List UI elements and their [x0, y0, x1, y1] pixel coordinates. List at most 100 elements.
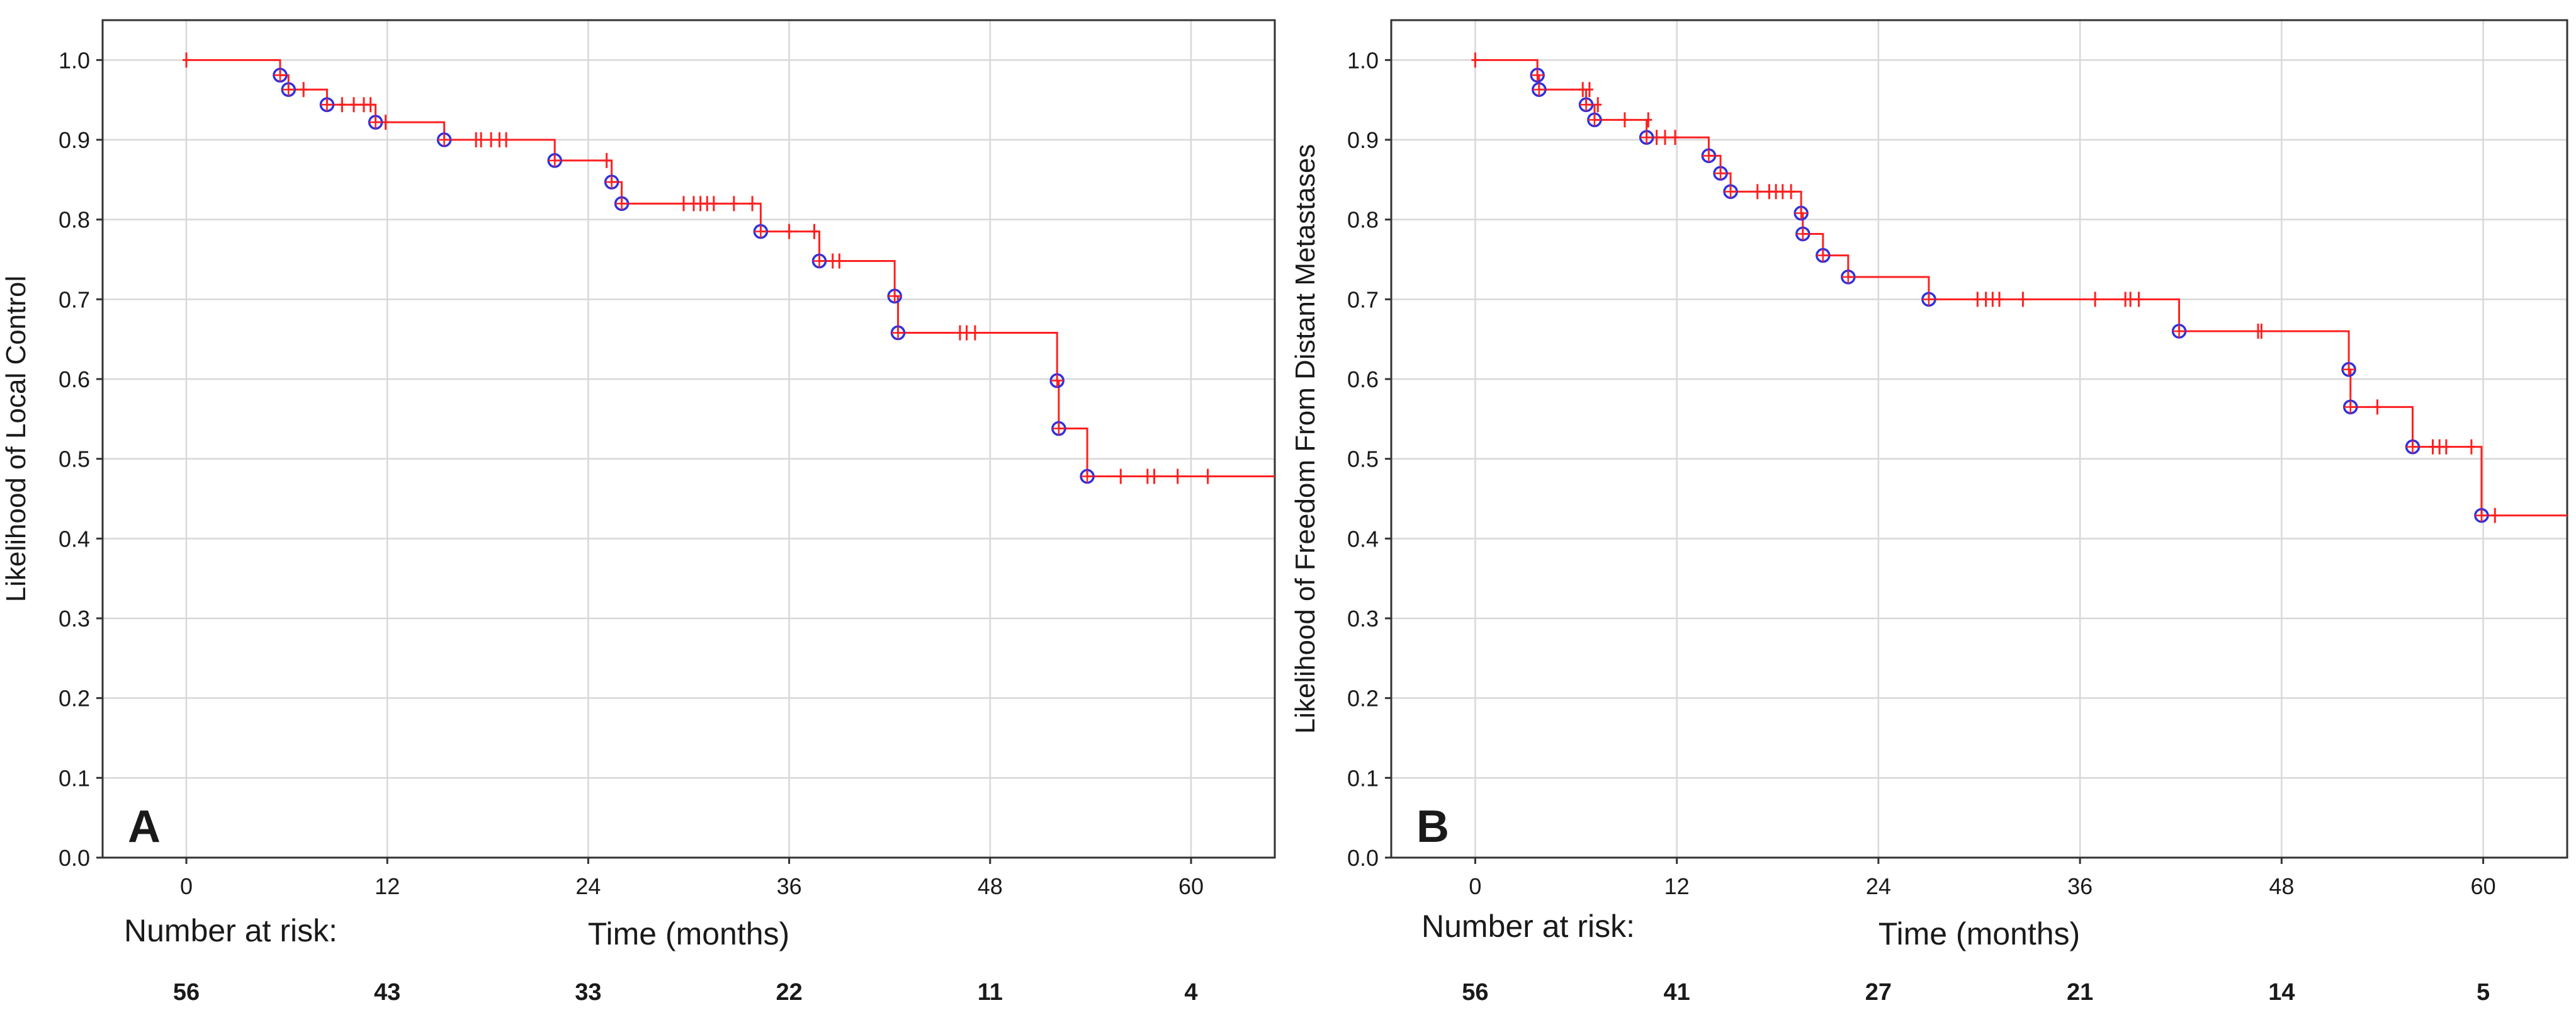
y-tick-label: 0.8: [1347, 207, 1379, 233]
event-marker: [1532, 82, 1547, 97]
censor-mark: [1661, 130, 1669, 145]
censor-mark: [183, 52, 190, 68]
y-tick-label: 0.2: [59, 686, 90, 712]
censor-mark: [1117, 468, 1125, 484]
event-marker: [2341, 362, 2356, 377]
censor-mark: [1585, 82, 1593, 98]
risk-count: 41: [1664, 979, 1690, 1006]
event-marker: [1841, 270, 1856, 285]
censor-mark: [709, 196, 718, 212]
y-tick-label: 0.4: [1347, 526, 1379, 552]
censor-mark: [828, 253, 837, 269]
censor-mark: [1787, 184, 1795, 200]
censor-mark: [1772, 184, 1780, 200]
censor-mark: [338, 97, 346, 113]
censor-mark: [956, 325, 964, 341]
panel-letter: A: [128, 802, 161, 852]
censor-mark: [381, 115, 390, 130]
censor-mark: [1765, 184, 1773, 200]
y-tick-label: 0.0: [1347, 845, 1379, 871]
censor-mark: [1579, 82, 1587, 98]
x-tick-label: 24: [1866, 873, 1891, 899]
event-marker: [1701, 148, 1717, 164]
risk-count: 33: [575, 979, 601, 1006]
censor-mark: [2467, 439, 2475, 455]
x-tick-label: 36: [2067, 873, 2093, 899]
censor-mark: [703, 196, 711, 212]
censor-mark: [2019, 292, 2027, 307]
event-marker: [1816, 247, 1831, 263]
censor-mark: [1671, 130, 1679, 145]
y-tick-label: 0.7: [1347, 287, 1379, 312]
censor-mark: [359, 97, 368, 113]
censor-mark: [366, 97, 375, 113]
censor-mark: [1644, 112, 1652, 128]
censor-mark: [2257, 324, 2266, 339]
plot-frame: [1390, 19, 2568, 859]
censor-mark: [2442, 439, 2450, 455]
x-tick-label: 36: [777, 873, 802, 899]
censor-mark: [785, 224, 793, 239]
x-tick-label: 12: [375, 873, 400, 899]
censor-mark: [1204, 468, 1212, 484]
censor-mark: [696, 196, 704, 212]
risk-table-title: Number at risk:: [1421, 909, 1635, 944]
y-tick-label: 0.5: [59, 446, 90, 472]
y-tick-label: 0.6: [1347, 366, 1379, 392]
event-marker: [890, 325, 906, 341]
censor-mark: [835, 253, 844, 269]
censor-mark: [1150, 468, 1158, 484]
censor-mark: [730, 196, 738, 212]
censor-mark: [495, 132, 504, 147]
event-marker: [1723, 184, 1738, 200]
survival-curve: [186, 59, 1275, 478]
censor-mark: [1620, 112, 1629, 128]
censor-mark: [1778, 184, 1787, 200]
x-tick-label: 24: [575, 873, 601, 899]
censor-mark: [2436, 439, 2444, 455]
event-marker: [2405, 439, 2421, 455]
y-tick-label: 0.9: [1347, 127, 1379, 153]
event-marker: [604, 174, 619, 190]
censor-mark: [300, 82, 308, 98]
event-marker: [281, 82, 297, 97]
y-tick-label: 1.0: [1347, 47, 1379, 73]
x-tick-label: 48: [978, 873, 1003, 899]
y-axis-label: Likelihood of Local Control: [1, 276, 31, 603]
y-tick-label: 0.7: [59, 287, 90, 312]
y-tick-label: 0.1: [1347, 765, 1379, 791]
event-marker: [1794, 205, 1809, 221]
event-marker: [2474, 508, 2489, 523]
risk-count: 22: [776, 979, 802, 1006]
event-marker: [436, 132, 452, 147]
censor-mark: [680, 196, 688, 212]
event-marker: [614, 196, 630, 212]
censor-mark: [2429, 439, 2437, 455]
event-marker: [273, 67, 288, 83]
x-tick-label: 0: [1469, 873, 1481, 899]
event-marker: [1713, 166, 1728, 181]
event-marker: [1587, 112, 1602, 128]
risk-count: 4: [1184, 979, 1197, 1006]
risk-count: 56: [173, 979, 200, 1006]
event-marker: [1530, 67, 1545, 83]
risk-count: 11: [978, 979, 1003, 1006]
censor-mark: [1982, 292, 1990, 307]
censor-mark: [487, 132, 495, 147]
censor-mark: [1143, 468, 1151, 484]
censor-mark: [2373, 399, 2381, 415]
event-marker: [1921, 292, 1936, 307]
x-tick-label: 0: [180, 873, 193, 899]
event-marker: [1049, 373, 1065, 389]
censor-mark: [971, 325, 979, 341]
x-axis-label: Time (months): [1878, 916, 2080, 951]
risk-count: 21: [2067, 979, 2093, 1006]
x-tick-label: 60: [1178, 873, 1204, 899]
censor-mark: [1974, 292, 1982, 307]
censor-mark: [2091, 292, 2099, 307]
risk-count: 5: [2477, 979, 2490, 1006]
event-marker: [1795, 226, 1811, 242]
x-tick-label: 48: [2269, 873, 2294, 899]
risk-count: 27: [1865, 979, 1892, 1006]
